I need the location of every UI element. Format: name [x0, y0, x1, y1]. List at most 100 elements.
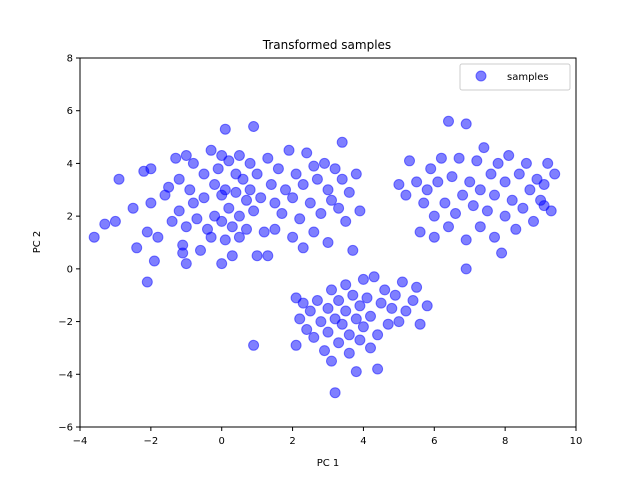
data-point-0-156: [428, 231, 440, 243]
data-point-0-140: [393, 316, 405, 328]
data-point-0-148: [400, 189, 412, 201]
data-point-0-84: [308, 226, 320, 238]
data-point-0-139: [389, 289, 401, 301]
data-point-0-9: [145, 163, 157, 175]
data-point-0-159: [439, 197, 451, 209]
data-point-0-4: [127, 202, 139, 214]
data-point-0-188: [520, 157, 532, 169]
data-point-0-53: [237, 173, 249, 185]
data-point-0-44: [223, 155, 235, 167]
data-point-0-135: [375, 297, 387, 309]
legend: samples: [459, 63, 571, 91]
data-point-0-106: [311, 295, 323, 306]
data-point-0-21: [180, 150, 192, 161]
data-point-0-91: [329, 163, 341, 175]
data-point-0-47: [226, 250, 238, 262]
data-point-0-0: [88, 231, 100, 243]
data-point-0-126: [354, 334, 366, 346]
data-point-0-85: [311, 173, 323, 185]
x-tick-label-4: 4: [360, 436, 366, 447]
data-point-0-68: [269, 197, 281, 209]
data-point-0-52: [233, 231, 245, 243]
data-point-0-123: [350, 313, 362, 325]
data-point-0-117: [336, 318, 348, 330]
data-point-0-10: [145, 197, 157, 209]
points-layer: [88, 115, 561, 399]
data-point-0-1: [99, 218, 111, 230]
plot-area-frame: [79, 57, 577, 428]
data-point-0-55: [241, 223, 252, 235]
data-point-0-152: [418, 197, 430, 209]
data-point-0-80: [297, 242, 309, 254]
data-point-0-168: [460, 263, 472, 275]
data-point-0-81: [301, 147, 313, 159]
data-point-0-82: [304, 197, 316, 209]
data-point-0-33: [205, 231, 217, 243]
data-point-0-181: [499, 176, 511, 188]
x-tick-label-7: 10: [570, 436, 583, 447]
data-point-0-64: [258, 226, 270, 238]
data-point-0-41: [219, 123, 231, 135]
data-point-0-73: [283, 144, 295, 156]
data-point-0-176: [485, 168, 497, 180]
data-point-0-130: [365, 342, 376, 354]
data-point-0-144: [414, 318, 426, 330]
data-point-0-46: [226, 221, 238, 233]
data-point-0-128: [357, 321, 369, 333]
data-point-0-110: [322, 326, 334, 338]
data-point-0-154: [425, 163, 437, 175]
data-point-0-150: [411, 176, 423, 188]
data-point-0-30: [198, 192, 210, 204]
data-point-0-141: [396, 276, 408, 288]
data-point-0-131: [365, 310, 376, 322]
data-point-0-172: [474, 221, 486, 233]
y-tick-label-6: 6: [67, 106, 73, 117]
data-point-0-143: [407, 295, 419, 306]
data-point-0-184: [506, 194, 518, 206]
y-tick-label-2: −2: [58, 317, 73, 328]
data-point-0-145: [421, 300, 433, 312]
data-point-0-90: [326, 194, 337, 206]
data-point-0-171: [471, 155, 483, 167]
y-tick-label-0: −6: [58, 423, 73, 434]
data-point-0-50: [233, 150, 245, 161]
data-point-0-133: [372, 329, 384, 341]
data-point-0-15: [166, 215, 178, 227]
data-point-0-137: [382, 318, 394, 330]
data-point-0-62: [251, 168, 263, 180]
data-point-0-7: [141, 226, 153, 238]
data-point-0-163: [450, 208, 461, 219]
data-point-0-170: [467, 200, 479, 212]
data-point-0-104: [304, 305, 316, 317]
data-point-0-114: [329, 387, 341, 399]
data-point-0-111: [326, 284, 337, 296]
data-point-0-108: [319, 345, 330, 357]
data-point-0-179: [492, 157, 504, 169]
data-point-0-88: [322, 184, 334, 196]
data-point-0-134: [372, 363, 384, 375]
data-point-0-189: [524, 184, 536, 196]
data-point-0-138: [386, 302, 398, 314]
data-point-0-25: [187, 157, 199, 169]
x-axis-label: PC 1: [317, 458, 340, 469]
data-point-0-107: [315, 316, 327, 328]
data-point-0-43: [219, 234, 231, 246]
data-point-0-97: [347, 244, 359, 256]
x-tick-label-2: 0: [219, 436, 225, 447]
data-point-0-3: [113, 173, 125, 185]
data-point-0-196: [549, 168, 561, 180]
data-point-0-24: [184, 184, 196, 196]
data-point-0-146: [411, 281, 423, 293]
data-point-0-105: [308, 331, 320, 343]
data-point-0-8: [141, 276, 153, 288]
data-point-0-120: [343, 347, 355, 359]
data-point-0-161: [443, 221, 454, 233]
data-point-0-164: [453, 152, 465, 164]
data-point-0-116: [333, 337, 345, 349]
data-point-0-14: [163, 181, 175, 193]
data-point-0-70: [272, 163, 284, 175]
data-point-0-86: [315, 208, 327, 219]
data-point-0-42: [219, 184, 231, 196]
data-point-0-51: [233, 210, 245, 222]
data-point-0-112: [326, 355, 337, 367]
